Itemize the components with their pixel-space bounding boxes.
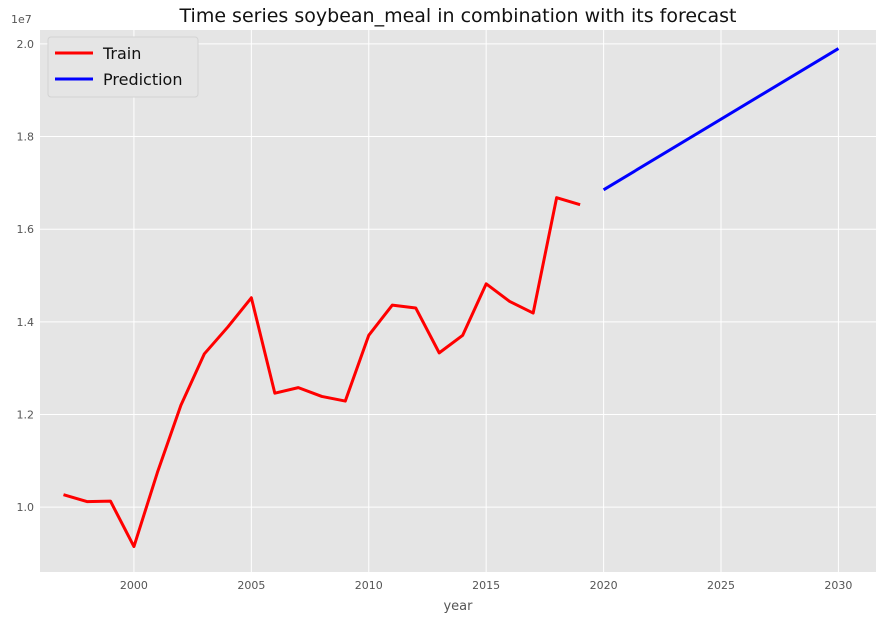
x-tick-label: 2025 [707,579,735,592]
legend: Train Prediction [47,36,199,98]
x-tick-label: 2015 [472,579,500,592]
y-tick-label: 1.2 [17,408,35,421]
series-line-train [63,196,581,549]
plot-background [40,30,876,572]
series-lines [63,47,840,549]
y-offset-label: 1e7 [11,13,32,26]
legend-label-prediction: Prediction [103,70,182,89]
y-tick-label: 1.0 [17,501,35,514]
x-tick-label: 2010 [355,579,383,592]
y-tick-label: 1.6 [17,223,35,236]
series-line-prediction [602,47,840,192]
x-tick-label: 2000 [120,579,148,592]
legend-label-train: Train [102,44,141,63]
y-tick-label: 2.0 [17,38,35,51]
tick-labels: 2000 2005 2010 2015 2020 2025 2030 1.0 1.2 1.4 1.6… [17,38,853,592]
x-axis-label: year [443,599,473,613]
x-tick-label: 2005 [237,579,265,592]
x-tick-label: 2030 [824,579,852,592]
chart-title: Time series soybean_meal in combination … [179,5,737,27]
y-tick-label: 1.4 [17,316,35,329]
x-tick-label: 2020 [590,579,618,592]
y-tick-label: 1.8 [17,131,35,144]
